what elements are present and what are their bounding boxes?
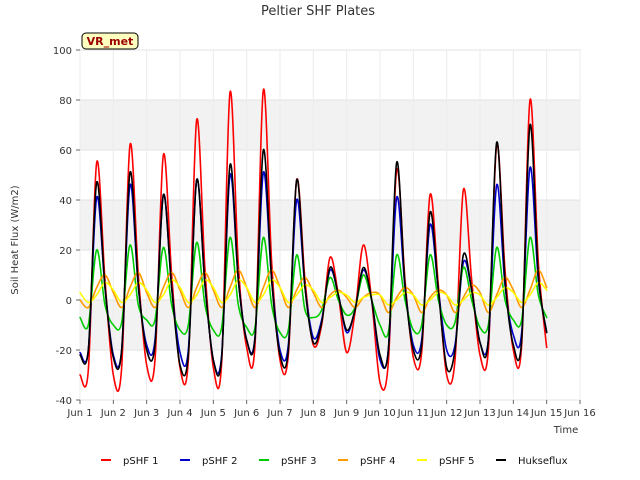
y-axis: -40 -20 0 20 40 60 80 100 [53,46,80,407]
gridlines [79,49,581,401]
plot-band [80,150,580,200]
y-tick-label: 100 [53,46,72,57]
legend-label: pSHF 2 [202,456,238,467]
x-tick-label: Jun 12 [430,408,463,419]
legend-label: pSHF 5 [439,456,475,467]
legend-label: pSHF 4 [360,456,396,467]
x-tick-label: Jun 16 [563,408,596,419]
x-tick-label: Jun 1 [66,408,92,419]
x-tick-label: Jun 8 [300,408,326,419]
plot-band [80,350,580,400]
badge-box [81,32,139,50]
legend: pSHF 1 pSHF 2 pSHF 3 pSHF 4 pSHF 5 Hukseflux [101,456,568,467]
y-tick-label: 80 [59,96,72,107]
x-tick-label: Jun 14 [497,408,530,419]
plot-band [80,50,580,100]
x-tick-label: Jun 2 [100,408,126,419]
x-tick-label: Jun 6 [233,408,259,419]
x-axis: Jun 1 Jun 2 Jun 3 Jun 4 Jun 5 Jun 6 Jun 7 Jun 8… [66,400,596,419]
y-tick-label: 20 [59,246,72,257]
legend-label: pSHF 3 [281,456,317,467]
y-axis-title: Soil Heat Flux (W/m2) [10,185,21,294]
series-line-hukseflux [79,123,548,377]
badge-label: VR_met [87,35,134,48]
x-axis-title: Time [553,425,578,436]
y-tick-label: 40 [59,196,72,207]
y-tick-label: -20 [56,346,72,357]
x-tick-label: Jun 13 [463,408,496,419]
x-tick-label: Jun 5 [200,408,226,419]
plot-band [80,200,580,250]
series-layer [79,88,548,393]
x-tick-label: Jun 3 [133,408,159,419]
x-tick-label: Jun 4 [166,408,192,419]
x-tick-label: Jun 9 [333,408,359,419]
plot-band [80,300,580,350]
x-tick-label: Jun 11 [397,408,430,419]
x-tick-label: Jun 15 [530,408,563,419]
y-tick-label: -40 [56,396,72,407]
chart-title: Peltier SHF Plates [261,4,375,19]
legend-label: Hukseflux [518,456,568,467]
y-tick-label: 0 [66,296,72,307]
legend-label: pSHF 1 [123,456,159,467]
y-tick-label: 60 [59,146,72,157]
station-badge: VR_met [81,32,139,50]
x-tick-label: Jun 10 [363,408,396,419]
plot-band [80,100,580,150]
x-tick-label: Jun 7 [266,408,292,419]
